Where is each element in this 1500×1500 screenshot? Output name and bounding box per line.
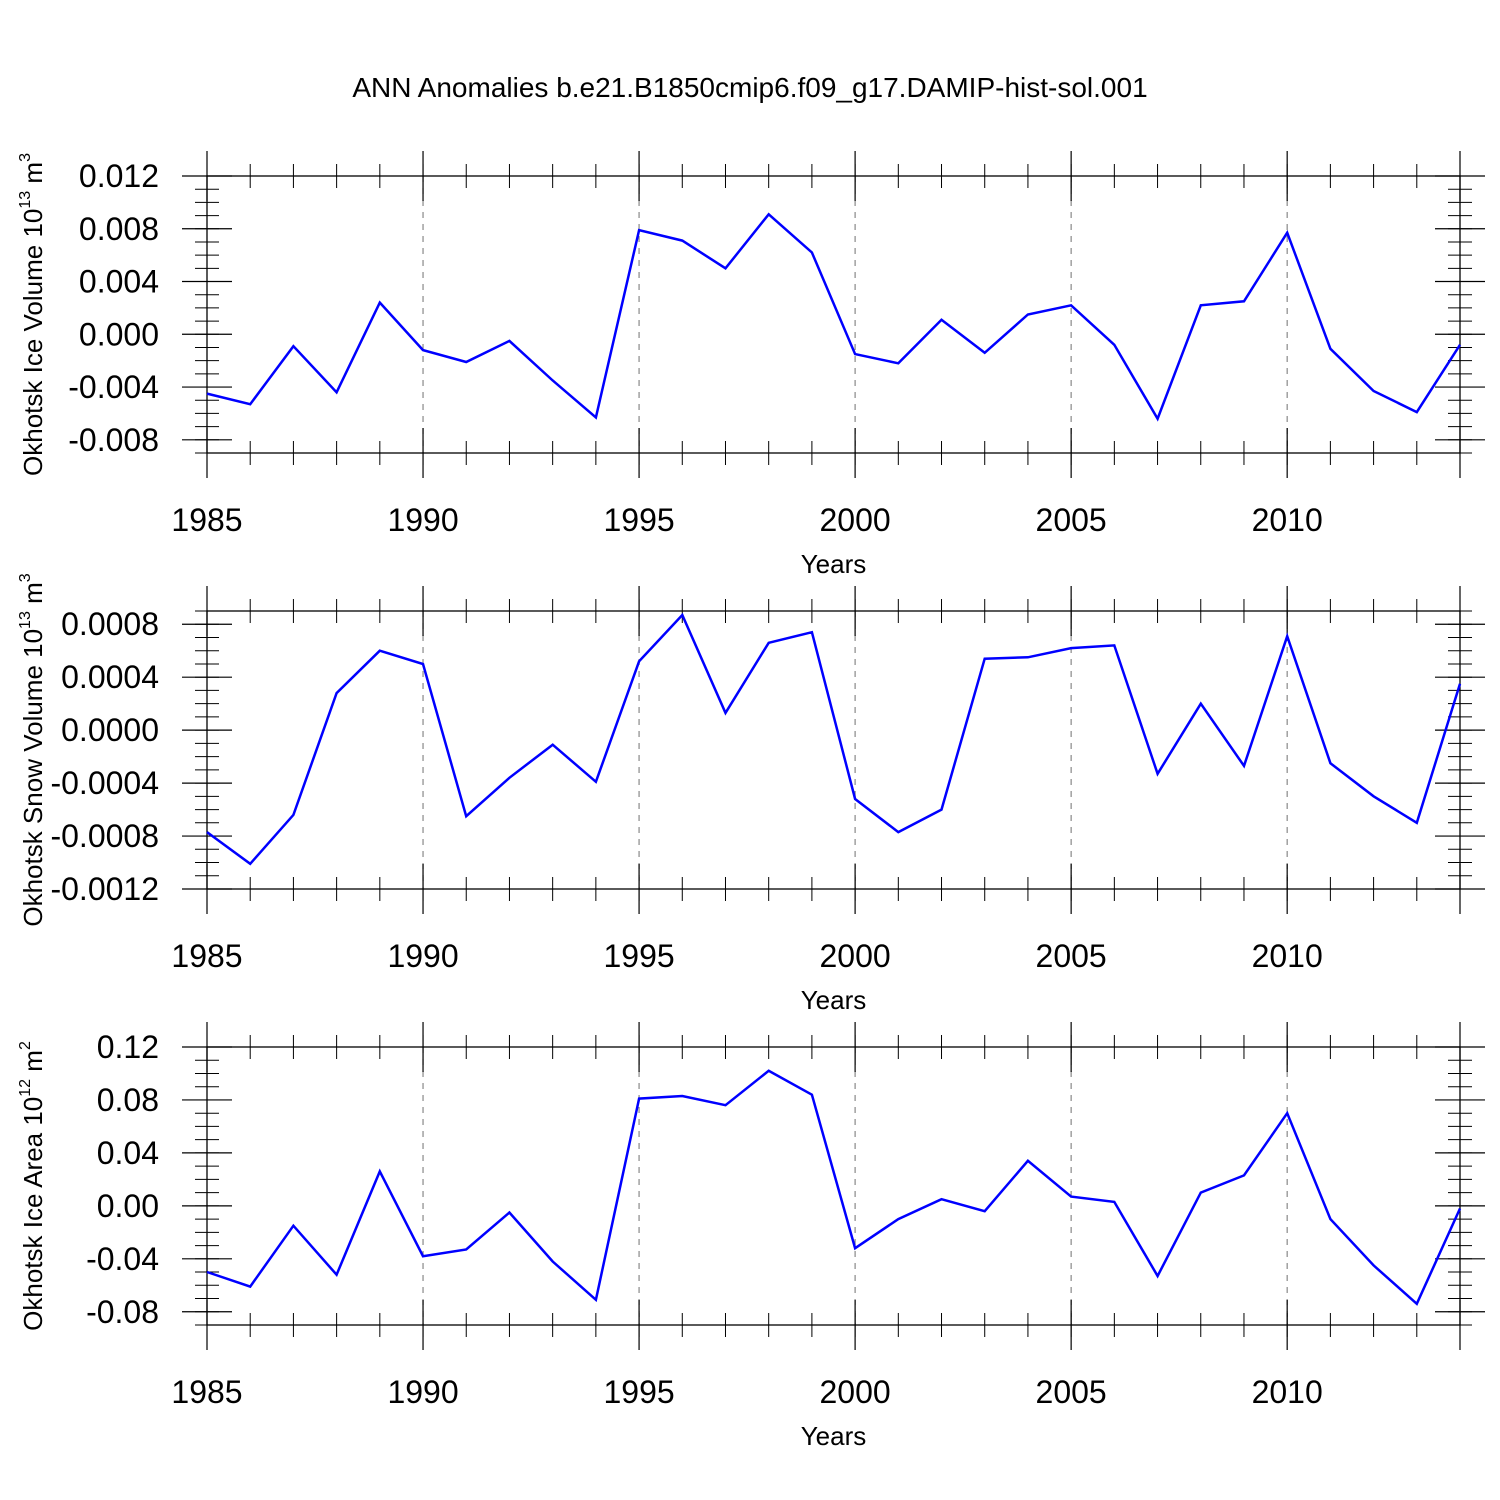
x-tick-label: 1995 [603,1374,674,1410]
x-tick-label: 2005 [1036,502,1107,538]
y-axis-label: Okhotsk Ice Area 1012 m2 [17,1041,48,1331]
panel-1: -0.008 -0.004 0.000 0.004 0.008 0.012 1985 1990… [17,151,1485,579]
chart-title: ANN Anomalies b.e21.B1850cmip6.f09_g17.D… [352,72,1148,103]
y-tick-label: -0.08 [86,1294,159,1330]
x-tick-label: 2010 [1252,1374,1323,1410]
y-tick-label: 0.12 [97,1029,159,1065]
y-tick-label: -0.0008 [50,818,159,854]
x-axis-label: Years [801,549,867,579]
plot-frame [206,175,1461,454]
y-tick-label: 0.008 [79,211,159,247]
y-tick-label: -0.004 [68,369,159,405]
panel-3: -0.08 -0.04 0.00 0.04 0.08 0.12 1985 1990 1995 20… [17,1022,1485,1451]
series-line [206,1069,1462,1306]
y-tick-label: 0.0004 [61,659,159,695]
x-tick-label: 1985 [171,1374,242,1410]
y-tick-label: -0.0012 [50,871,159,907]
series-line [206,612,1462,866]
x-tick-label: 1990 [387,938,458,974]
y-tick-label: 0.012 [79,158,159,194]
y-tick-label: 0.04 [97,1135,159,1171]
x-axis-label: Years [801,985,867,1015]
x-axis-label: Years [801,1421,867,1451]
x-tick-label: 1985 [171,938,242,974]
panel-2: -0.0012 -0.0008 -0.0004 0.0000 0.0004 0.0008 1… [17,573,1485,1015]
x-tick-label: 1985 [171,502,242,538]
x-tick-label: 1995 [603,502,674,538]
y-tick-label: 0.0000 [61,712,159,748]
x-tick-label: 2005 [1036,938,1107,974]
y-tick-label: 0.00 [97,1188,159,1224]
series-line [206,212,1462,422]
y-tick-label: 0.004 [79,264,159,300]
x-tick-label: 2000 [820,502,891,538]
plot-frame [206,610,1461,890]
x-tick-label: 2000 [820,938,891,974]
x-tick-label: 2000 [820,1374,891,1410]
y-axis-label: Okhotsk Ice Volume 1013 m3 [17,153,48,476]
x-tick-label: 1990 [387,1374,458,1410]
y-tick-label: 0.0008 [61,606,159,642]
x-tick-label: 1990 [387,502,458,538]
y-tick-label: -0.04 [86,1241,159,1277]
y-axis-label: Okhotsk Snow Volume 1013 m3 [17,573,48,926]
y-tick-label: -0.0004 [50,765,159,801]
y-tick-label: 0.000 [79,316,159,352]
x-tick-label: 1995 [603,938,674,974]
y-tick-label: 0.08 [97,1082,159,1118]
x-tick-label: 2010 [1252,502,1323,538]
y-tick-label: -0.008 [68,422,159,458]
plot-frame [206,1046,1461,1326]
x-tick-label: 2010 [1252,938,1323,974]
x-tick-label: 2005 [1036,1374,1107,1410]
